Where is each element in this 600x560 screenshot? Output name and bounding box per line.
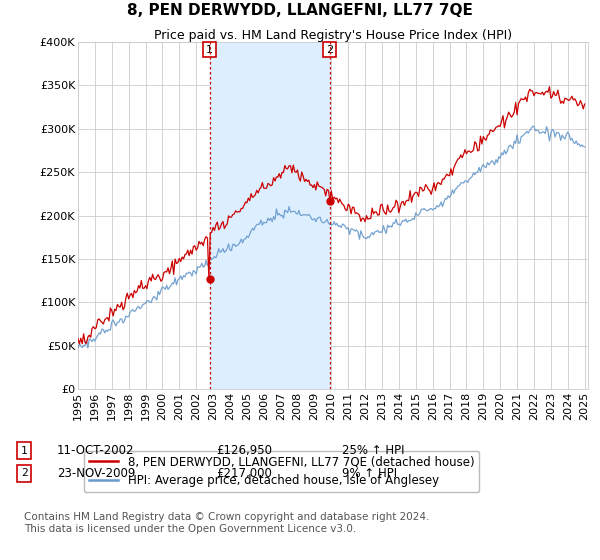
Text: 25% ↑ HPI: 25% ↑ HPI (342, 444, 404, 458)
Text: £217,000: £217,000 (216, 466, 272, 480)
Text: 2: 2 (20, 468, 28, 478)
Text: 9% ↑ HPI: 9% ↑ HPI (342, 466, 397, 480)
Text: 8, PEN DERWYDD, LLANGEFNI, LL77 7QE: 8, PEN DERWYDD, LLANGEFNI, LL77 7QE (127, 3, 473, 18)
Legend: 8, PEN DERWYDD, LLANGEFNI, LL77 7QE (detached house), HPI: Average price, detach: 8, PEN DERWYDD, LLANGEFNI, LL77 7QE (det… (84, 451, 479, 492)
Text: 2: 2 (326, 45, 333, 55)
Text: 1: 1 (206, 45, 213, 55)
Text: 23-NOV-2009: 23-NOV-2009 (57, 466, 136, 480)
Text: Contains HM Land Registry data © Crown copyright and database right 2024.
This d: Contains HM Land Registry data © Crown c… (24, 512, 430, 534)
Bar (209, 42, 329, 389)
Title: Price paid vs. HM Land Registry's House Price Index (HPI): Price paid vs. HM Land Registry's House … (154, 29, 512, 42)
Text: £126,950: £126,950 (216, 444, 272, 458)
Text: 11-OCT-2002: 11-OCT-2002 (57, 444, 134, 458)
Text: 1: 1 (20, 446, 28, 456)
